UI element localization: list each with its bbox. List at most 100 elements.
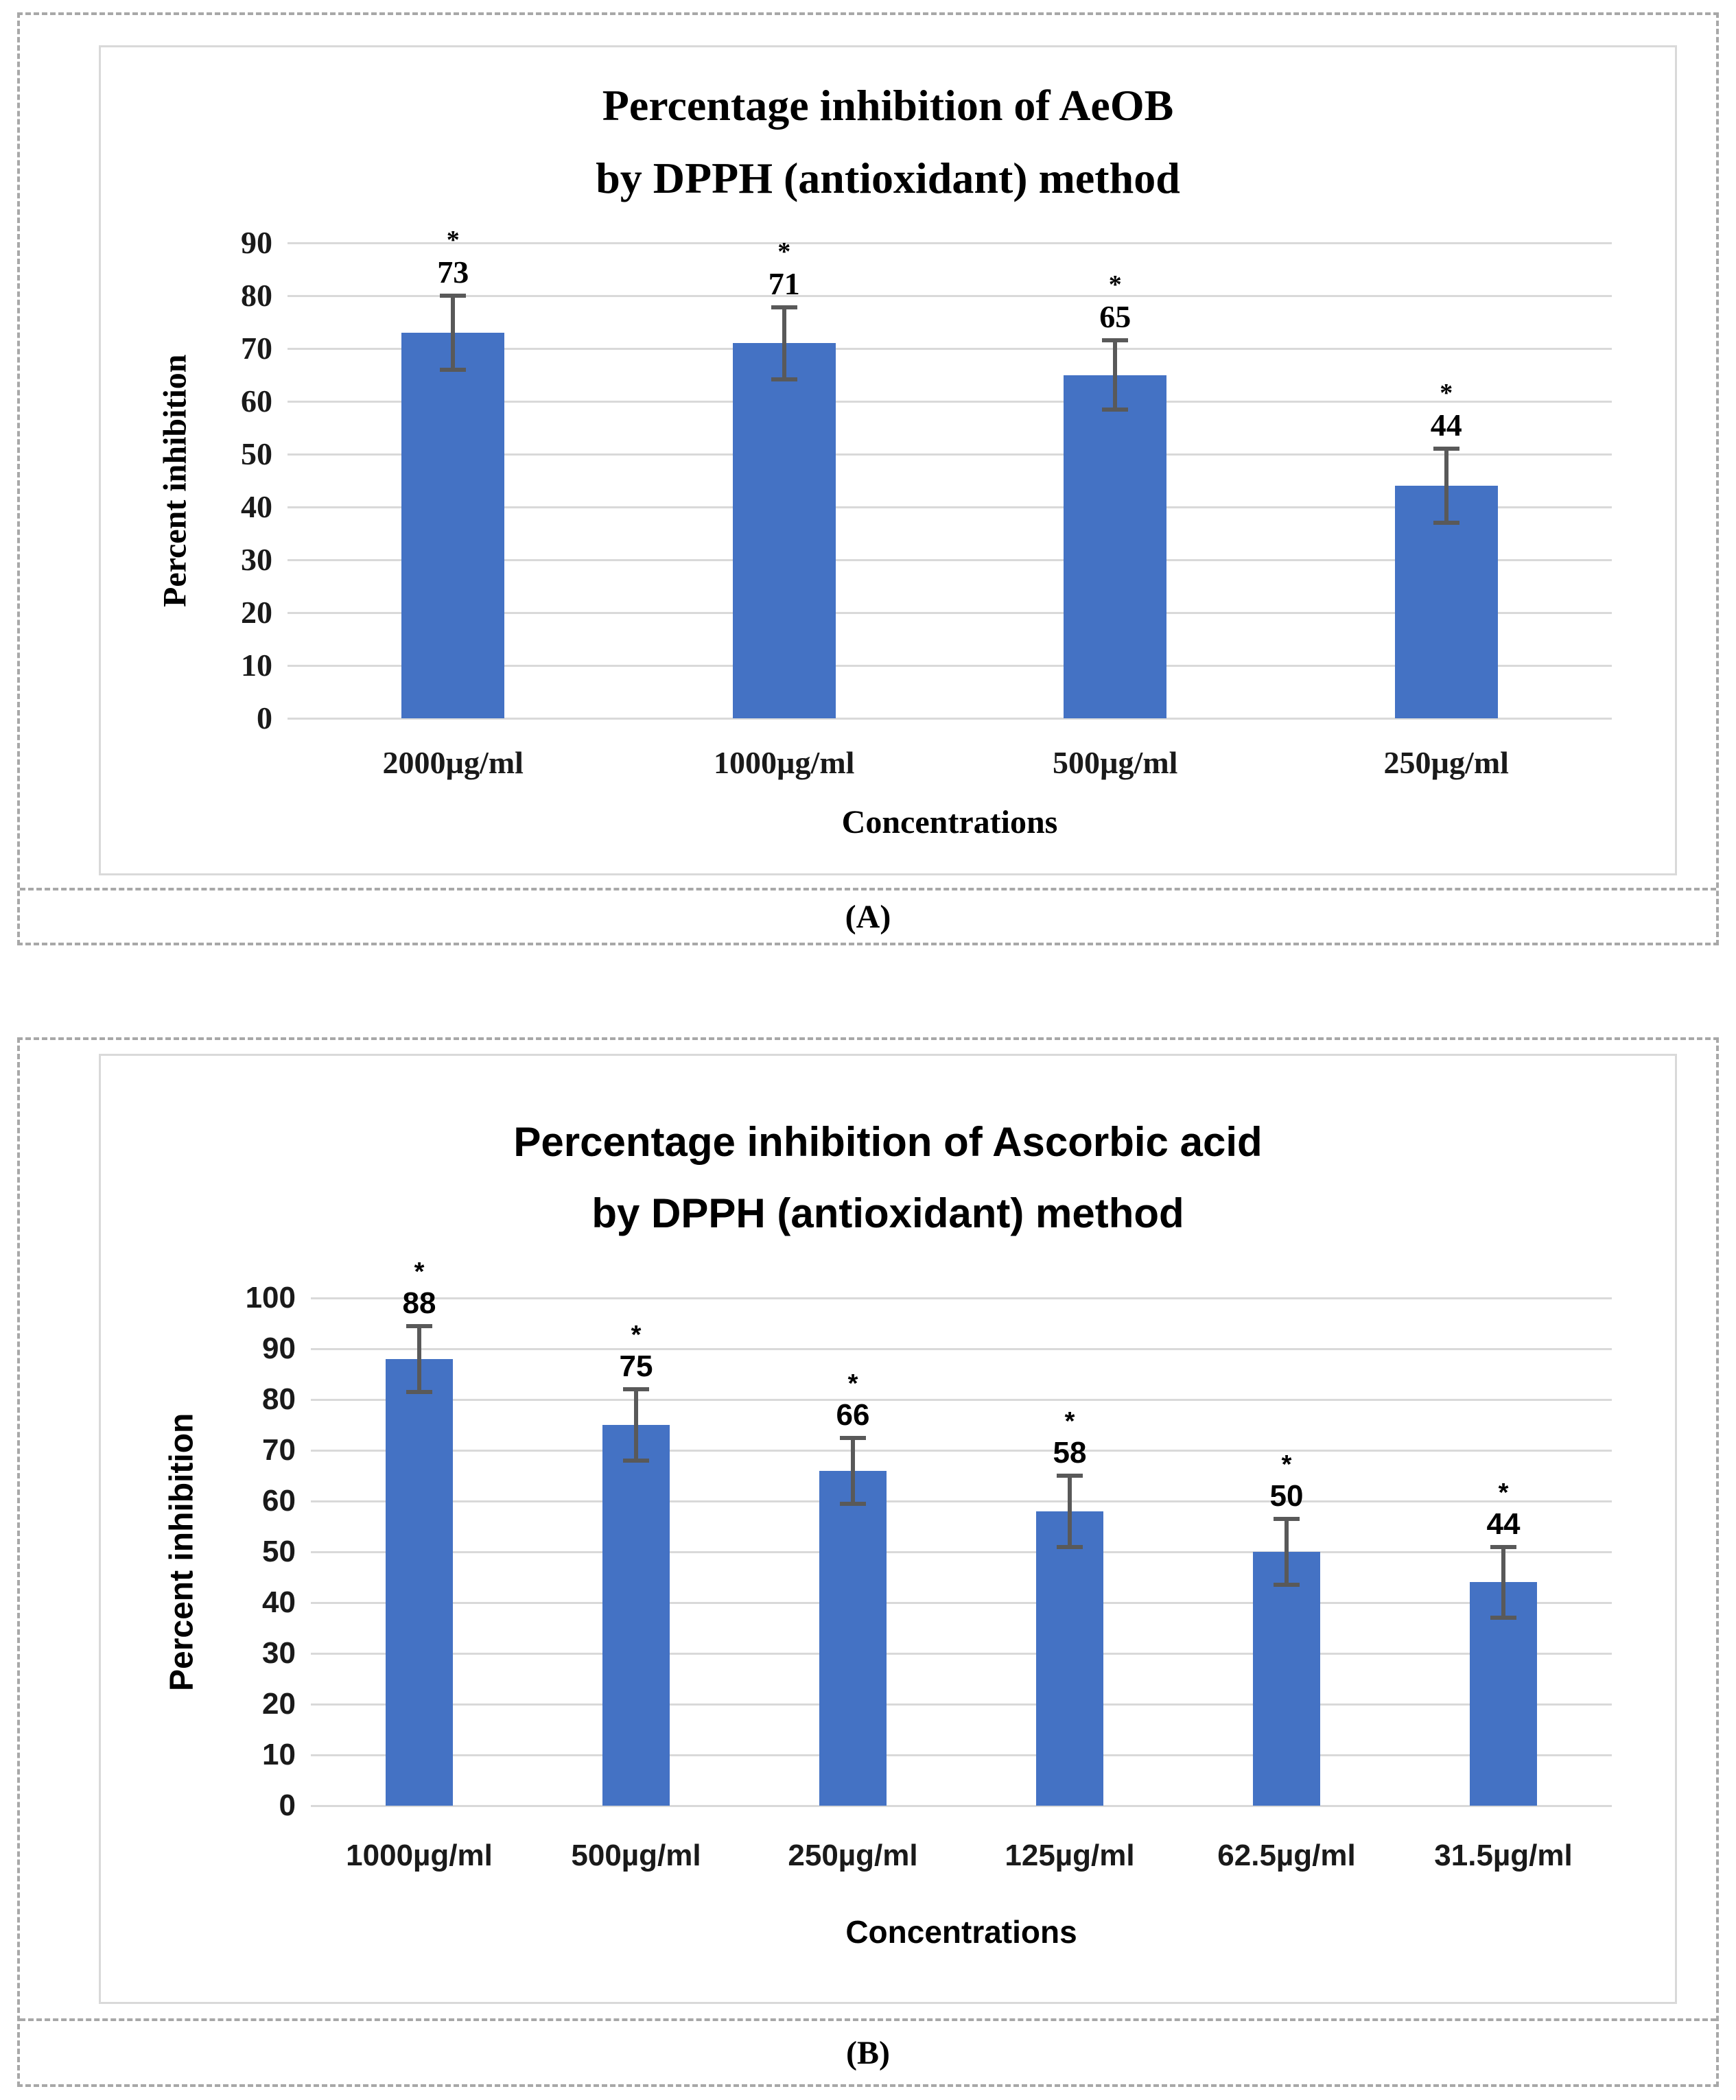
panel-caption-row: (B) (20, 2018, 1716, 2084)
gridline-100 (311, 1297, 1612, 1299)
error-bar-cap (840, 1501, 866, 1506)
bar-value-label: 71 (768, 266, 800, 301)
bar (1253, 1552, 1320, 1806)
chart-title: Percentage inhibition of AeOB by DPPH (a… (101, 69, 1675, 215)
y-tick-label: 80 (241, 278, 272, 313)
x-tick-label: 500µg/ml (1053, 745, 1178, 780)
bar-data-label: * 75 (554, 1321, 718, 1384)
significance-asterisk: * (847, 1369, 858, 1398)
y-tick-label: 0 (279, 1789, 296, 1822)
gridline-90 (288, 241, 1612, 244)
bar-value-label: 65 (1099, 299, 1131, 335)
error-bar-cap (1057, 1474, 1083, 1478)
bar-value-label: 88 (402, 1286, 436, 1320)
error-bar (1501, 1546, 1505, 1618)
plot-area-ascorbic: 0 10 20 30 40 50 60 70 80 90 100 * 88 1000µg/ml * 75 500… (246, 1258, 1612, 1872)
gridline-80 (288, 294, 1612, 297)
y-tick-label: 60 (262, 1484, 296, 1518)
x-tick-label: 1000µg/ml (346, 1839, 493, 1872)
bar (602, 1425, 670, 1806)
gridline-20 (288, 611, 1612, 614)
bar-data-label: * 50 (1204, 1450, 1369, 1513)
significance-asterisk: * (1281, 1450, 1292, 1479)
bar-data-label: * 66 (771, 1369, 935, 1432)
bar-data-label: * 88 (337, 1258, 502, 1321)
chart-title-line-1: Percentage inhibition of Ascorbic acid (513, 1119, 1263, 1165)
error-bar-cap (840, 1435, 866, 1440)
chart-title-line-1: Percentage inhibition of AeOB (602, 81, 1174, 130)
error-bar-cap (1490, 1544, 1516, 1549)
error-bar-cap (1102, 338, 1129, 343)
bar-value-label: 50 (1269, 1478, 1304, 1513)
error-bar-cap (1274, 1516, 1300, 1521)
significance-asterisk: * (631, 1321, 642, 1350)
y-tick-label: 100 (245, 1281, 296, 1314)
error-bar-cap (771, 377, 797, 381)
bar-value-label: 44 (1430, 408, 1462, 443)
x-tick-label: 125µg/ml (1005, 1839, 1135, 1872)
error-bar-cap (440, 367, 467, 372)
error-bar-cap (771, 305, 797, 309)
bar-data-label: * 58 (987, 1407, 1152, 1470)
y-tick-label: 90 (241, 225, 272, 260)
gridline-30 (288, 558, 1612, 561)
error-bar-cap (1433, 447, 1459, 451)
bar-data-label: * 44 (1364, 379, 1529, 443)
error-bar-cap (406, 1323, 432, 1328)
y-tick-label: 20 (241, 595, 272, 630)
y-tick-label: 50 (241, 436, 272, 471)
x-tick-label: 1000µg/ml (714, 745, 855, 780)
bar-value-label: 44 (1486, 1507, 1521, 1541)
x-tick-label: 500µg/ml (571, 1839, 701, 1872)
panel-caption-row: (A) (20, 888, 1716, 943)
y-tick-label: 70 (262, 1433, 296, 1467)
significance-asterisk: * (1064, 1407, 1075, 1436)
y-tick-label: 40 (262, 1585, 296, 1619)
bar-value-label: 75 (619, 1349, 653, 1384)
bar (386, 1358, 453, 1806)
chart-ascorbic-acid: Percentage inhibition of Ascorbic acid b… (99, 1054, 1677, 2004)
y-axis-title: Percent inhibition (156, 354, 193, 607)
significance-asterisk: * (1440, 379, 1453, 408)
x-tick-label: 250µg/ml (1383, 745, 1509, 780)
significance-asterisk: * (446, 226, 460, 255)
bar (819, 1470, 887, 1806)
figure-panel-a: Percentage inhibition of AeOB by DPPH (a… (17, 12, 1719, 945)
gridline-0 (288, 717, 1612, 720)
gridline-70 (288, 347, 1612, 350)
y-tick-label: 10 (241, 648, 272, 683)
y-tick-label: 0 (257, 700, 272, 735)
error-bar (782, 307, 786, 379)
error-bar-cap (1057, 1544, 1083, 1549)
error-bar-cap (406, 1389, 432, 1394)
significance-asterisk: * (1108, 270, 1122, 300)
chart-aeob: Percentage inhibition of AeOB by DPPH (a… (99, 45, 1677, 875)
gridline-90 (311, 1347, 1612, 1350)
significance-asterisk: * (1498, 1478, 1509, 1507)
error-bar-cap (623, 1458, 649, 1463)
gridline-20 (311, 1703, 1612, 1706)
gridline-50 (311, 1550, 1612, 1553)
significance-asterisk: * (414, 1257, 425, 1286)
y-tick-label: 40 (241, 489, 272, 524)
y-tick-label: 30 (262, 1636, 296, 1670)
x-axis-title: Concentrations (845, 1914, 1077, 1950)
bar-data-label: * 44 (1421, 1478, 1586, 1542)
x-tick-label: 250µg/ml (788, 1839, 918, 1872)
x-tick-label: 31.5µg/ml (1434, 1839, 1573, 1872)
bar (1064, 375, 1167, 718)
gridline-10 (311, 1754, 1612, 1756)
bar-data-label: * 71 (702, 237, 867, 302)
gridline-30 (311, 1652, 1612, 1655)
y-tick-label: 90 (262, 1332, 296, 1365)
x-tick-label: 2000µg/ml (382, 745, 524, 780)
y-tick-label: 10 (262, 1738, 296, 1771)
panel-caption: (B) (846, 2034, 890, 2071)
chart-title-line-2: by DPPH (antioxidant) method (596, 154, 1180, 202)
bar-value-label: 66 (836, 1397, 870, 1432)
gridline-50 (288, 453, 1612, 456)
gridline-70 (311, 1449, 1612, 1452)
bar (401, 332, 505, 718)
bar (732, 343, 836, 718)
gridline-0 (311, 1804, 1612, 1807)
